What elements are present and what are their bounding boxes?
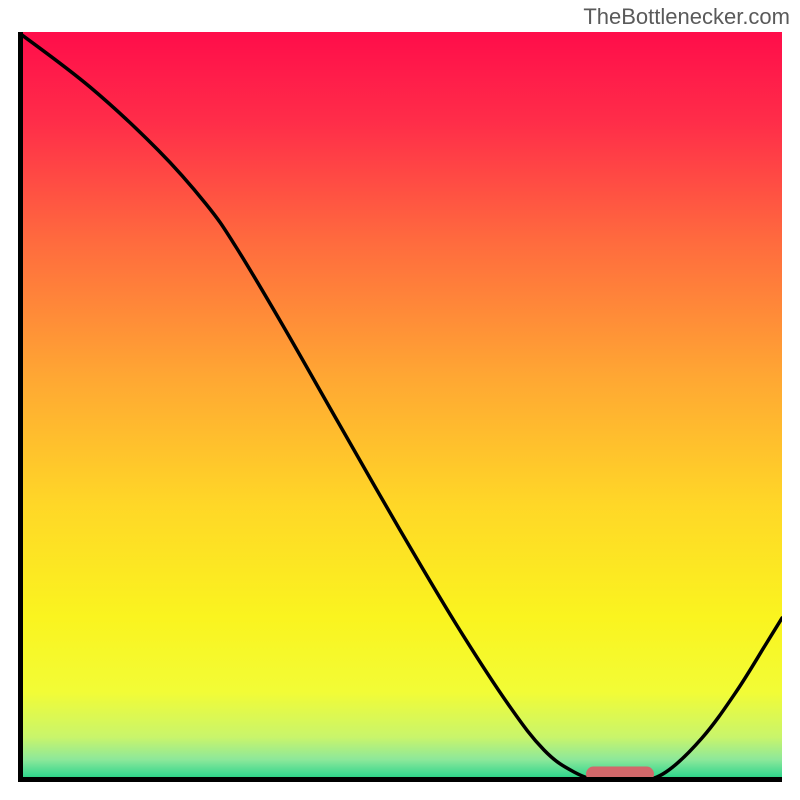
chart-container bbox=[18, 32, 782, 782]
gradient-background bbox=[18, 32, 782, 782]
watermark-text: TheBottlenecker.com bbox=[583, 4, 790, 30]
bottleneck-chart bbox=[18, 32, 782, 782]
